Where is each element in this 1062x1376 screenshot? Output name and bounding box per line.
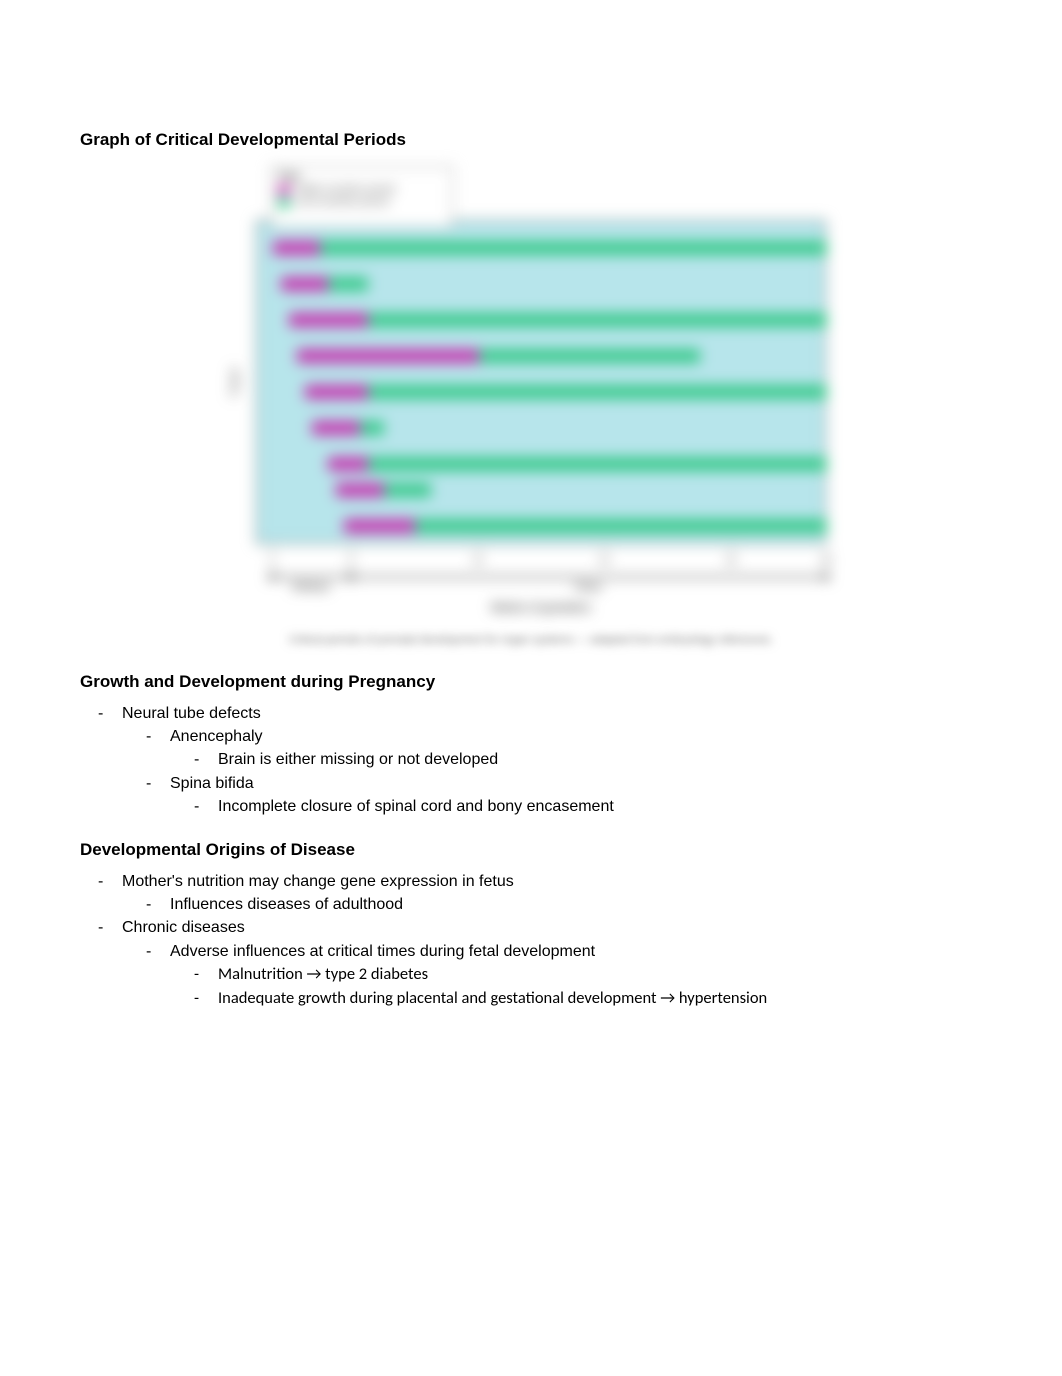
axis-tick bbox=[826, 548, 827, 554]
axis-tick bbox=[604, 548, 605, 554]
axis-tick bbox=[351, 548, 352, 554]
list-text: Malnutrition → type 2 diabetes bbox=[218, 964, 428, 984]
y-axis-label: Organ bbox=[228, 367, 240, 398]
heading-origins: Developmental Origins of Disease bbox=[80, 840, 982, 860]
list-item: Brain is either missing or not developed bbox=[218, 748, 982, 771]
chart-bar-segment bbox=[328, 457, 368, 471]
chart-bar-segment bbox=[368, 313, 827, 327]
period-endpoint bbox=[823, 573, 830, 580]
chart-bar-segment bbox=[360, 421, 384, 435]
chart-bar-segment bbox=[368, 385, 827, 399]
chart-bar-segment bbox=[320, 241, 827, 255]
list-text: Spina bifida bbox=[170, 775, 254, 792]
legend-row: Highly sensitive period bbox=[278, 184, 446, 195]
list-item: Inadequate growth during placental and g… bbox=[218, 987, 982, 1011]
y-axis-label-area: Organ bbox=[219, 220, 249, 544]
legend-label-highly: Highly sensitive period bbox=[295, 184, 395, 195]
chart-bar-segment bbox=[328, 277, 368, 291]
legend-swatch-less bbox=[278, 198, 290, 208]
axis-tick bbox=[272, 548, 273, 554]
chart-bar-segment bbox=[344, 519, 415, 533]
chart-row bbox=[257, 479, 827, 501]
legend-title: Type bbox=[278, 171, 446, 182]
chart-bar-segment bbox=[305, 385, 368, 399]
list-item: Incomplete closure of spinal cord and bo… bbox=[218, 795, 982, 818]
chart-bar-segment bbox=[312, 421, 360, 435]
list-text: Brain is either missing or not developed bbox=[218, 751, 498, 768]
chart-row bbox=[257, 237, 827, 259]
list-item: Neural tube defects Anencephaly Brain is… bbox=[122, 702, 982, 818]
x-axis-ticks: 3816243238 bbox=[256, 548, 826, 562]
axis-tick-label: 8 bbox=[348, 556, 354, 567]
chart-row bbox=[257, 453, 827, 475]
axis-tick bbox=[731, 548, 732, 554]
list-text: Influences diseases of adulthood bbox=[170, 896, 403, 913]
axis-tick-label: 24 bbox=[599, 556, 610, 567]
chart-bar-segment bbox=[297, 349, 479, 363]
list-item: Anencephaly Brain is either missing or n… bbox=[170, 725, 982, 771]
chart-caption: Critical periods of prenatal development… bbox=[151, 634, 911, 646]
x-axis-label: Weeks of gestation bbox=[256, 602, 826, 614]
list-text: Inadequate growth during placental and g… bbox=[218, 988, 767, 1008]
chart-bar-segment bbox=[479, 349, 701, 363]
chart-row bbox=[257, 345, 827, 367]
list-item: Malnutrition → type 2 diabetes bbox=[218, 963, 982, 987]
period-endpoint bbox=[268, 573, 275, 580]
chart-bar-segment bbox=[368, 457, 827, 471]
chart-row bbox=[257, 515, 827, 537]
heading-growth: Growth and Development during Pregnancy bbox=[80, 672, 982, 692]
chart-bar-segment bbox=[415, 519, 542, 533]
list-text: Adverse influences at critical times dur… bbox=[170, 943, 595, 960]
list-text: Chronic diseases bbox=[122, 919, 245, 936]
heading-graph: Graph of Critical Developmental Periods bbox=[80, 130, 982, 150]
period-label: Fetus bbox=[575, 582, 602, 593]
period-bar bbox=[272, 576, 351, 578]
chart-row bbox=[257, 417, 827, 439]
list-text: Anencephaly bbox=[170, 728, 263, 745]
chart-bar-segment bbox=[281, 277, 329, 291]
chart-row bbox=[257, 309, 827, 331]
chart-bar-segment bbox=[542, 519, 827, 533]
period-endpoint bbox=[348, 573, 355, 580]
list-text: Mother's nutrition may change gene expre… bbox=[122, 873, 514, 890]
chart-bar-segment bbox=[336, 483, 384, 497]
chart-bar-segment bbox=[289, 313, 368, 327]
list-item: Mother's nutrition may change gene expre… bbox=[122, 870, 982, 916]
legend-label-less: Less sensitive period bbox=[295, 197, 388, 208]
legend-row: Less sensitive period bbox=[278, 197, 446, 208]
origins-list: Mother's nutrition may change gene expre… bbox=[80, 870, 982, 1011]
axis-tick-label: 16 bbox=[472, 556, 483, 567]
period-label: Embryo bbox=[293, 582, 330, 593]
list-text: Incomplete closure of spinal cord and bo… bbox=[218, 798, 614, 815]
list-item: Adverse influences at critical times dur… bbox=[170, 940, 982, 1011]
period-bar bbox=[351, 576, 826, 578]
list-item: Spina bifida Incomplete closure of spina… bbox=[170, 772, 982, 818]
axis-tick-label: 38 bbox=[820, 556, 831, 567]
critical-periods-chart: Type Highly sensitive period Less sensit… bbox=[211, 160, 851, 620]
chart-bar-segment bbox=[273, 241, 321, 255]
chart-legend: Type Highly sensitive period Less sensit… bbox=[271, 166, 453, 228]
chart-container: Type Highly sensitive period Less sensit… bbox=[80, 160, 982, 620]
axis-tick-label: 32 bbox=[725, 556, 736, 567]
list-item: Chronic diseases Adverse influences at c… bbox=[122, 916, 982, 1010]
x-axis: 3816243238 Weeks of gestation Embryo Fetu… bbox=[256, 548, 826, 618]
chart-plot-area bbox=[256, 220, 826, 544]
chart-row bbox=[257, 381, 827, 403]
chart-row bbox=[257, 273, 827, 295]
growth-list: Neural tube defects Anencephaly Brain is… bbox=[80, 702, 982, 818]
chart-bar-segment bbox=[384, 483, 432, 497]
axis-tick bbox=[478, 548, 479, 554]
axis-tick-label: 3 bbox=[269, 556, 275, 567]
list-item: Influences diseases of adulthood bbox=[170, 893, 982, 916]
list-text: Neural tube defects bbox=[122, 705, 261, 722]
legend-swatch-highly bbox=[278, 185, 290, 195]
